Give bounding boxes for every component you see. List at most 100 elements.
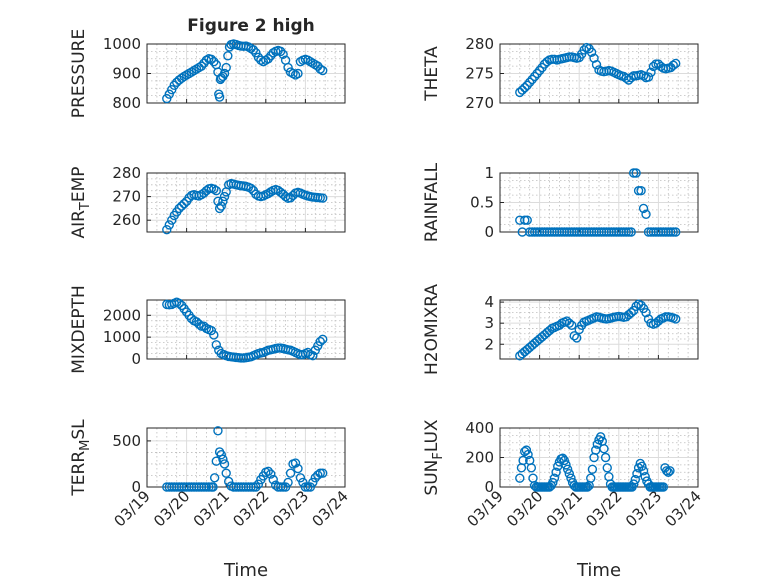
rainfall-axes-box — [499, 172, 699, 233]
air_temp-y-tick-label: 270 — [112, 188, 141, 206]
h2omixra-axes-box — [499, 299, 699, 360]
mixdepth-data-point — [318, 334, 328, 345]
rainfall-data-point — [626, 227, 636, 237]
terr_msl-data-point — [253, 479, 264, 489]
terr_msl-data-point — [310, 473, 320, 483]
sun_flux-x-tick-label: 03/23 — [622, 487, 665, 530]
air_temp-axes-box — [146, 172, 346, 233]
rainfall-y-tick-label: 0 — [484, 223, 494, 241]
theta-data-point — [646, 67, 656, 78]
theta-y-tick-label: 275 — [465, 65, 494, 83]
terr_msl-data-point — [266, 469, 276, 479]
air_temp-data-point — [164, 220, 174, 230]
terr_msl-data-point — [308, 477, 318, 488]
mixdepth-y-tick-label: 1000 — [103, 328, 141, 346]
terr_msl-data-point — [305, 482, 316, 492]
rainfall-data-point — [638, 203, 649, 214]
sun_flux-data-point — [638, 466, 649, 476]
terr_msl-data-point — [315, 468, 325, 478]
pressure-y-tick-label: 1000 — [103, 35, 141, 53]
mixdepth-data-point — [211, 340, 222, 350]
air_temp-data-point — [176, 201, 187, 211]
mixdepth-y-tick-label: 0 — [131, 350, 141, 368]
theta-data-point — [534, 65, 545, 76]
terr_msl-data-point — [293, 463, 303, 474]
terr_msl-data-point — [213, 426, 223, 436]
rainfall-axes: 0 0.5 1 RAINFALL — [422, 162, 699, 242]
sun_flux-x-tick-label: 03/22 — [582, 487, 625, 530]
pressure-data-point — [214, 92, 225, 102]
pressure-data-point — [209, 57, 219, 67]
air_temp-data-point — [179, 198, 189, 209]
terr_msl-axes-box — [146, 427, 346, 488]
rainfall-data-point — [633, 185, 644, 196]
pressure-data-point — [223, 51, 233, 61]
terr_msl-data-point — [278, 482, 288, 492]
theta-data-point — [522, 80, 532, 91]
theta-data-point — [525, 77, 535, 88]
theta-data-point — [671, 58, 681, 69]
terr_msl-data-point — [290, 458, 301, 468]
rainfall-data-point — [628, 168, 639, 178]
terr_msl-data-point — [275, 482, 286, 492]
sun_flux-data-point — [548, 477, 558, 488]
h2omixra-data-point — [522, 344, 532, 355]
terr_msl-data-point — [285, 468, 296, 478]
h2omixra-data-point — [626, 307, 636, 318]
terr_msl-x-tick-label: 03/20 — [150, 487, 193, 530]
air_temp-data-point — [162, 224, 172, 235]
terr_msl-data-point — [283, 477, 293, 488]
sun_flux-x-axis-label: Time — [576, 560, 621, 581]
h2omixra-data-point — [564, 318, 574, 328]
terr_msl-data-point — [204, 482, 214, 492]
pressure-data-point — [219, 68, 230, 79]
terr_msl-data-point — [219, 459, 230, 469]
pressure-data-point — [206, 54, 217, 65]
terr_msl-data-point — [209, 473, 220, 483]
theta-data-point — [591, 59, 602, 70]
theta-y-tick-label: 270 — [465, 94, 494, 112]
pressure-y-axis-label: PRESSURE — [69, 29, 89, 118]
terr_msl-data-point — [303, 482, 313, 492]
rainfall-data-point — [666, 227, 676, 237]
mixdepth-data-point — [315, 336, 325, 347]
pressure-y-tick-label: 800 — [112, 94, 141, 112]
figure-title: Figure 2 high — [187, 16, 315, 36]
rainfall-data-point — [671, 227, 681, 237]
terr_msl-x-tick-label: 03/23 — [269, 487, 312, 530]
terr_msl-data-point — [223, 476, 234, 487]
theta-data-point — [643, 72, 654, 82]
sun_flux-data-point — [551, 467, 561, 477]
mixdepth-y-tick-label: 2000 — [103, 306, 141, 324]
sun_flux-x-tick-label: 03/21 — [543, 487, 586, 530]
mixdepth-data-point — [194, 319, 204, 329]
h2omixra-y-tick-label: 4 — [484, 293, 494, 311]
sun_flux-data-point — [549, 473, 560, 483]
sun_flux-x-tick-label: 03/20 — [503, 487, 546, 530]
rainfall-data-point — [631, 168, 641, 178]
terr_msl-data-point — [318, 468, 328, 478]
theta-data-point — [668, 60, 678, 70]
air_temp-data-point — [219, 191, 230, 202]
theta-data-point — [586, 47, 597, 57]
air_temp-axes: 260 270 280 AIRTEMP — [69, 164, 346, 239]
h2omixra-y-tick-label: 2 — [484, 335, 494, 353]
theta-data-point — [532, 68, 542, 79]
sun_flux-data-point — [665, 466, 675, 476]
theta-data-point — [527, 74, 537, 85]
air_temp-data-point — [318, 193, 328, 203]
sun_flux-y-tick-label: 0 — [484, 478, 494, 496]
terr_msl-y-tick-label: 500 — [112, 432, 141, 450]
terr_msl-data-point — [208, 482, 218, 492]
sun_flux-data-point — [592, 439, 603, 449]
air_temp-data-point — [211, 185, 222, 196]
pressure-data-point — [196, 61, 207, 71]
rainfall-data-point — [624, 227, 634, 237]
sun_flux-data-point — [582, 482, 593, 492]
sun_flux-data-point — [566, 473, 576, 483]
sun_flux-data-point — [630, 474, 640, 485]
pressure-data-point — [263, 54, 273, 64]
pressure-data-point — [169, 80, 179, 91]
